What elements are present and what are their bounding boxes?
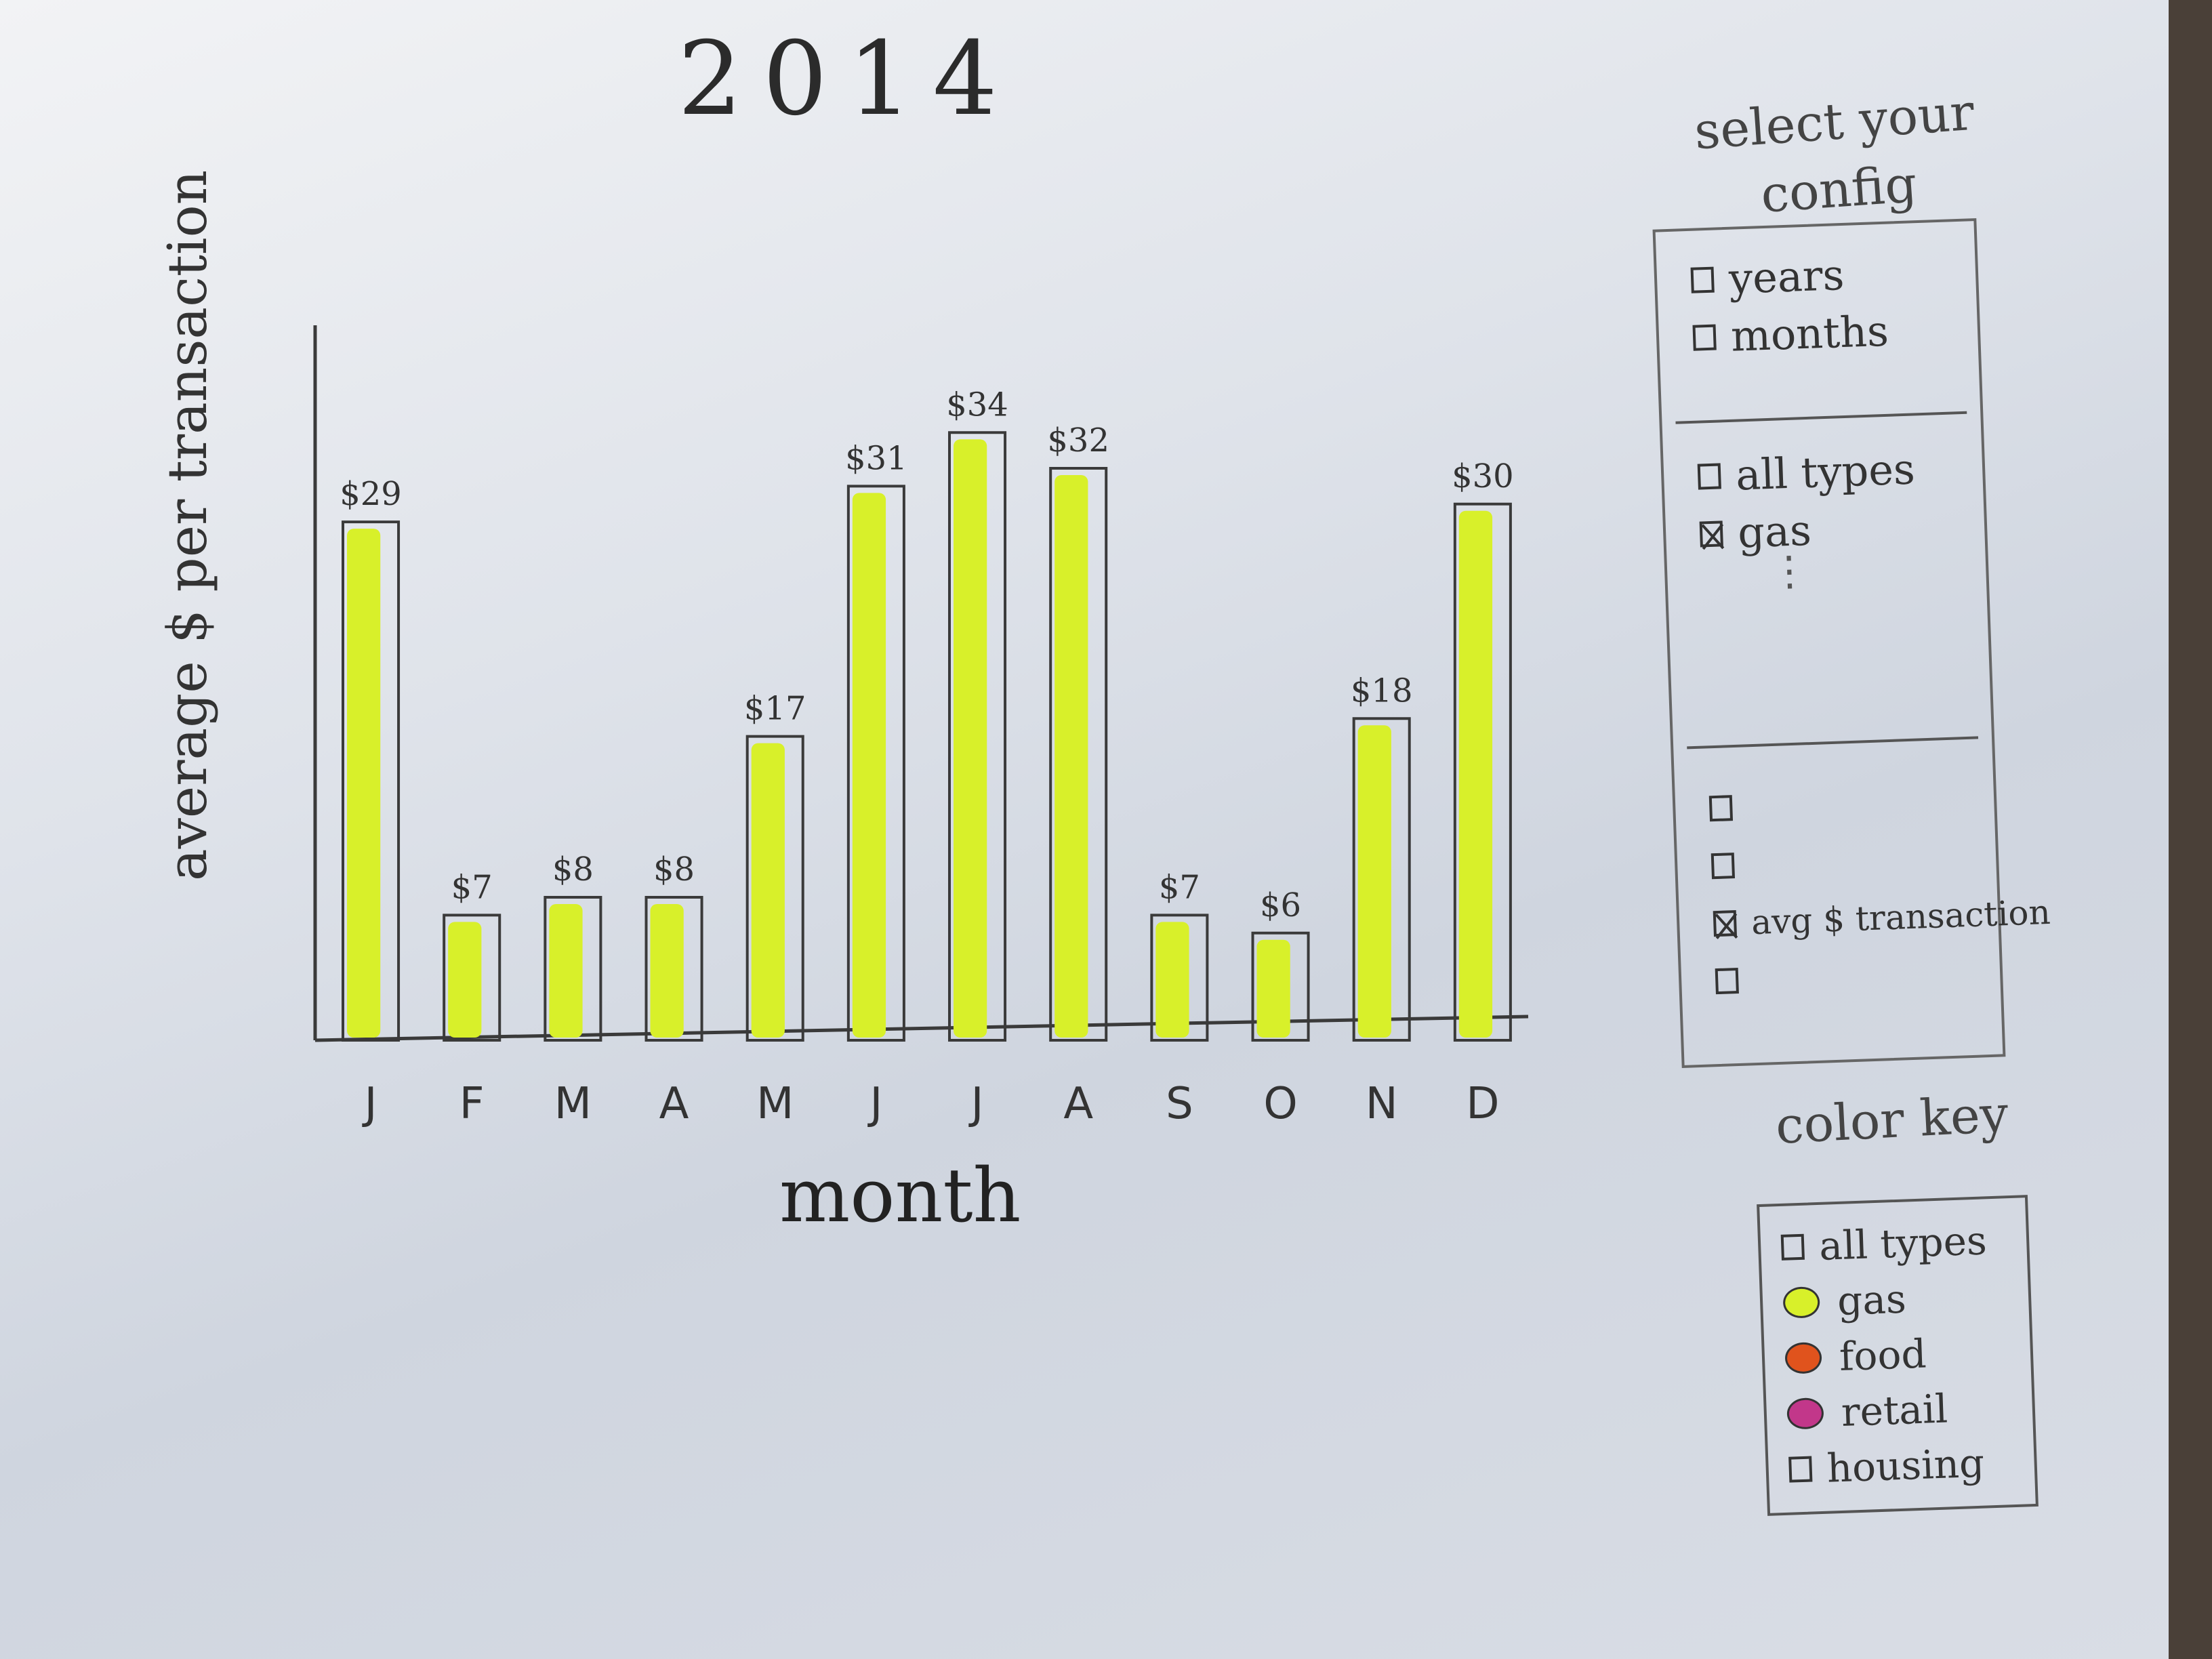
x-tick-label: D <box>1466 1079 1499 1129</box>
bar-outline <box>1150 914 1209 1042</box>
x-tick-label: M <box>756 1079 794 1129</box>
checkbox-checked[interactable] <box>1713 909 1737 937</box>
legend-label: retail <box>1840 1385 1949 1435</box>
x-axis-label: month <box>779 1152 1021 1239</box>
metric-option[interactable] <box>1681 943 2001 1011</box>
bar-outline <box>443 914 501 1042</box>
bar <box>549 904 583 1038</box>
legend-item-gas: gas <box>1762 1267 2030 1332</box>
checkbox[interactable] <box>1690 266 1715 293</box>
config-heading: select your config <box>1692 83 1976 224</box>
option-all-types[interactable]: all types <box>1663 438 1984 506</box>
metric-option[interactable] <box>1675 770 1995 838</box>
metric-options: avg $ transaction <box>1675 770 2051 1011</box>
config-panel: years months all types gas ⋮ <box>1652 218 2051 1068</box>
legend-label: gas <box>1836 1275 1907 1325</box>
data-label: $6 <box>1260 886 1301 924</box>
color-key-legend: all types gas food retail housing <box>1757 1195 2039 1516</box>
x-tick-label: N <box>1366 1079 1398 1129</box>
bar <box>347 529 381 1038</box>
data-label: $17 <box>744 690 806 728</box>
option-years[interactable]: years <box>1656 241 1977 310</box>
gas-swatch-icon <box>1782 1286 1820 1319</box>
option-label: years <box>1727 249 1845 304</box>
legend-label: food <box>1838 1330 1927 1380</box>
color-key-heading: color key <box>1774 1085 2010 1155</box>
food-swatch-icon <box>1784 1341 1822 1374</box>
x-tick-label: O <box>1263 1079 1297 1129</box>
bar-outline <box>948 431 1007 1042</box>
data-label: $34 <box>946 386 1008 424</box>
x-tick-label: A <box>1063 1079 1093 1129</box>
data-label: $7 <box>1159 868 1200 906</box>
checkbox[interactable] <box>1715 967 1739 994</box>
x-tick-label: M <box>554 1079 592 1129</box>
legend-item-all-types: all types <box>1760 1211 2028 1276</box>
time-options: years months <box>1656 241 1979 367</box>
x-tick-label: J <box>867 1079 882 1129</box>
bar <box>1155 922 1189 1038</box>
data-label: $18 <box>1351 672 1413 710</box>
bar-outline <box>1251 931 1310 1042</box>
data-label: $29 <box>340 475 402 513</box>
x-tick-label: F <box>459 1079 485 1129</box>
metric-option[interactable] <box>1677 827 1997 896</box>
bar-outline <box>1049 467 1108 1042</box>
data-label: $7 <box>451 868 493 906</box>
x-tick-label: A <box>659 1079 689 1129</box>
chart-title: 2014 <box>678 20 1018 138</box>
bar <box>1458 510 1493 1038</box>
bar <box>1357 725 1391 1038</box>
legend-label: all types <box>1818 1217 1988 1269</box>
legend-item-retail: retail <box>1766 1378 2034 1443</box>
checkbox[interactable] <box>1692 324 1717 351</box>
bar-outline <box>846 485 905 1042</box>
bar-outline <box>544 896 602 1042</box>
x-axis-line <box>314 1015 1529 1042</box>
bar <box>1256 939 1290 1038</box>
option-label: months <box>1729 306 1889 361</box>
bar-outline <box>342 520 401 1042</box>
x-tick-label: J <box>362 1079 377 1129</box>
legend-label: housing <box>1826 1439 1986 1492</box>
data-label: $30 <box>1452 457 1514 495</box>
checkbox-checked[interactable] <box>1699 520 1723 548</box>
bar <box>751 743 785 1038</box>
bar <box>448 922 482 1038</box>
checkbox[interactable] <box>1711 852 1736 879</box>
bar-outline <box>745 735 804 1042</box>
legend-item-food: food <box>1764 1322 2032 1387</box>
data-label: $8 <box>653 851 695 888</box>
bar <box>954 439 987 1038</box>
bar <box>852 493 886 1038</box>
option-months[interactable]: months <box>1658 299 1979 367</box>
checkbox[interactable] <box>1697 462 1721 490</box>
legend-box-icon <box>1780 1233 1805 1261</box>
retail-swatch-icon <box>1786 1397 1824 1430</box>
data-label: $32 <box>1047 422 1109 459</box>
type-options: all types gas ⋮ <box>1663 438 1986 596</box>
x-tick-label: J <box>968 1079 984 1129</box>
divider <box>1675 411 1967 424</box>
bar-outline <box>1352 717 1411 1042</box>
data-label: $31 <box>845 439 907 477</box>
legend-box-icon <box>1788 1456 1813 1483</box>
legend-item-housing: housing <box>1767 1433 2035 1498</box>
option-label: all types <box>1734 444 1916 500</box>
bar-outline <box>1453 502 1512 1042</box>
bar-outline <box>644 896 703 1042</box>
bar <box>650 904 684 1038</box>
checkbox[interactable] <box>1708 794 1734 821</box>
x-tick-label: S <box>1166 1079 1193 1129</box>
metric-option-avg-transaction[interactable]: avg $ transaction <box>1679 885 2051 954</box>
bar <box>1054 475 1088 1038</box>
data-label: $8 <box>552 851 594 888</box>
option-gas[interactable]: gas <box>1665 495 1986 564</box>
divider <box>1687 736 1979 750</box>
